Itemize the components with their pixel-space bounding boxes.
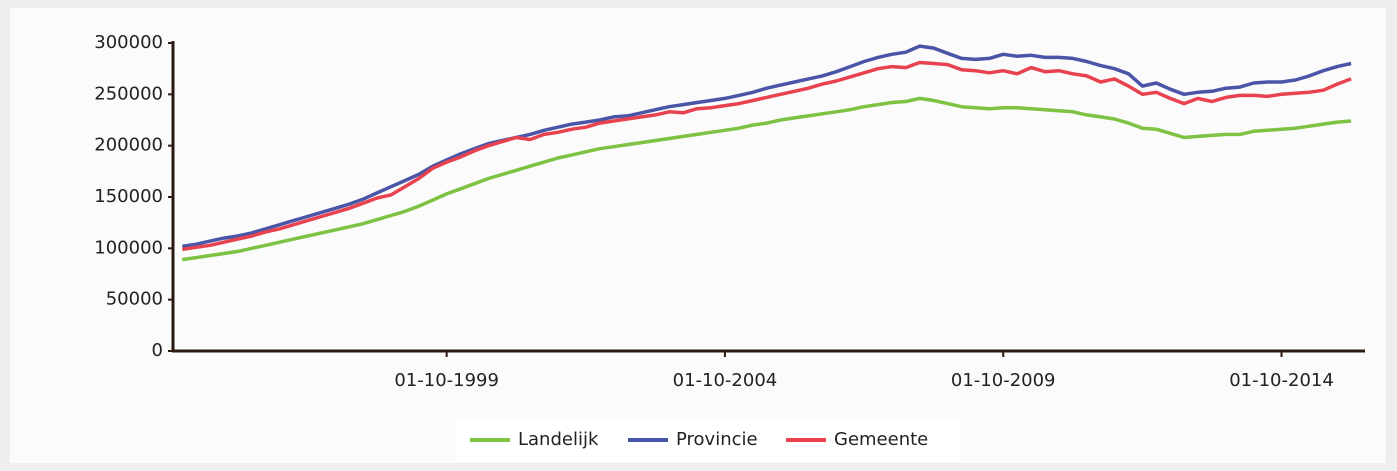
legend-box bbox=[455, 418, 960, 462]
y-tick-label: 200000 bbox=[94, 135, 163, 156]
x-tick-label: 01-10-2014 bbox=[1229, 370, 1334, 391]
y-tick-label: 0 bbox=[152, 340, 163, 361]
y-tick-label: 300000 bbox=[94, 32, 163, 53]
x-tick-label: 01-10-2009 bbox=[951, 370, 1056, 391]
y-tick-label: 100000 bbox=[94, 237, 163, 258]
series-line bbox=[182, 60, 1352, 252]
series-line bbox=[182, 44, 1352, 249]
series-line bbox=[182, 96, 1352, 262]
x-tick-label: 01-10-1999 bbox=[394, 370, 499, 391]
y-tick-label: 150000 bbox=[94, 186, 163, 207]
x-tick-label: 01-10-2004 bbox=[673, 370, 778, 391]
y-tick-label: 50000 bbox=[106, 289, 163, 310]
chart-panel bbox=[10, 8, 1386, 463]
y-tick-label: 250000 bbox=[94, 83, 163, 104]
legend-label: Gemeente bbox=[834, 429, 928, 450]
legend-label: Provincie bbox=[676, 429, 758, 450]
legend-label: Landelijk bbox=[518, 429, 599, 450]
